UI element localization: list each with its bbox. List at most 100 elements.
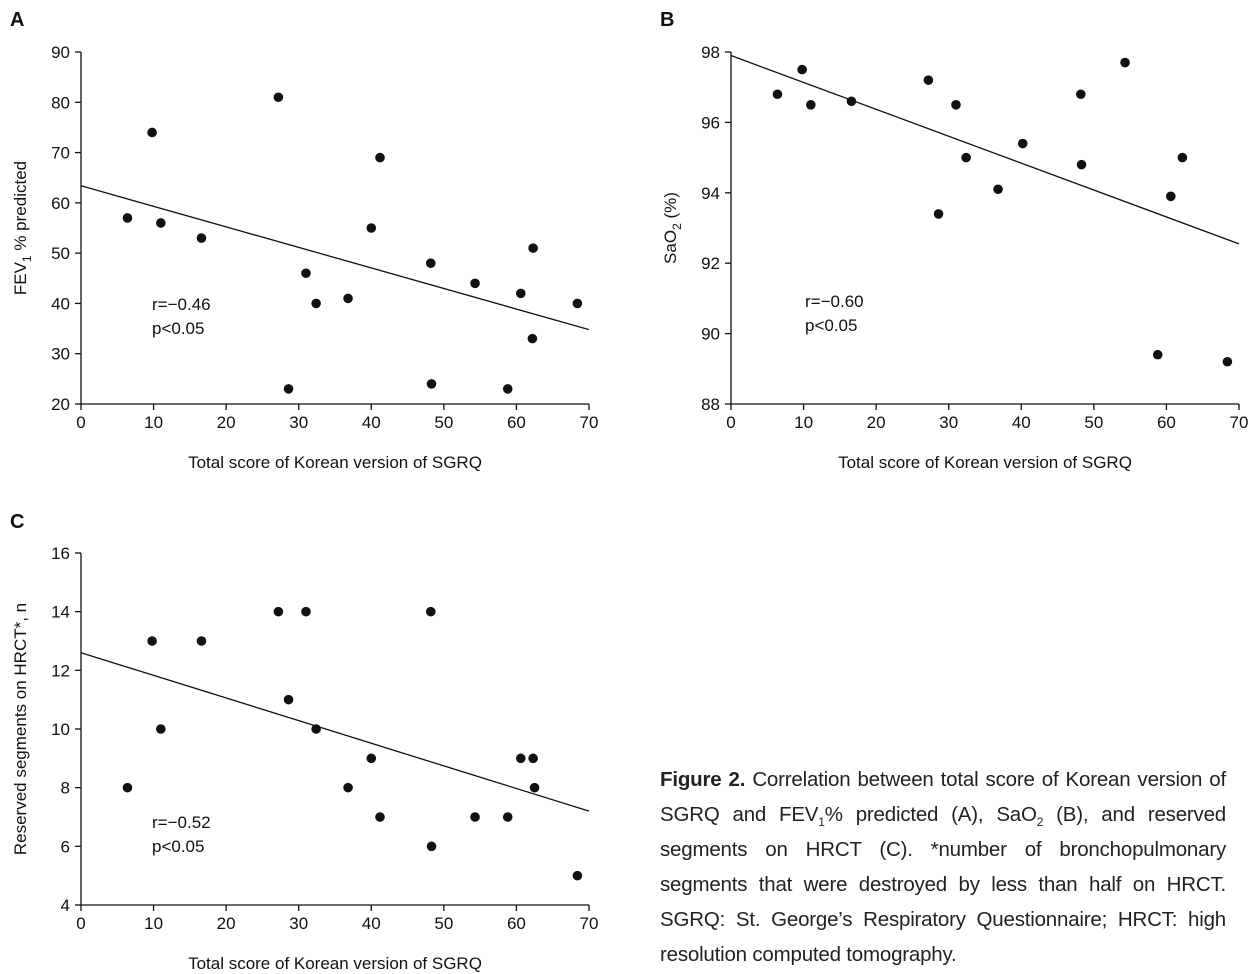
data-point <box>366 223 377 233</box>
y-axis-title-text: SaO <box>661 230 680 264</box>
y-tick-label: 10 <box>51 720 70 739</box>
data-point <box>283 384 294 394</box>
x-tick-label: 40 <box>362 413 381 432</box>
data-point <box>1165 191 1176 202</box>
data-point <box>156 724 166 734</box>
x-tick-label: 0 <box>76 914 85 933</box>
data-point <box>366 753 377 764</box>
y-tick-label: 88 <box>701 395 720 414</box>
x-tick-label: 60 <box>507 413 526 432</box>
data-point <box>515 753 526 764</box>
x-tick-label: 50 <box>434 914 453 933</box>
data-point <box>1222 356 1233 367</box>
x-tick-label: 60 <box>507 914 526 933</box>
data-point <box>528 753 538 764</box>
caption-subscript-2: 2 <box>1036 815 1044 830</box>
panel-letter: B <box>660 9 674 31</box>
data-point <box>572 870 583 881</box>
y-tick-label: 14 <box>51 603 70 622</box>
data-point <box>301 268 311 279</box>
data-point <box>923 75 934 85</box>
regression-line <box>80 652 590 812</box>
y-tick-label: 30 <box>51 345 70 364</box>
x-axis-title: Total score of Korean version of SGRQ <box>188 954 482 973</box>
correlation-r: r=−0.52 <box>152 813 211 832</box>
x-tick-label: 30 <box>289 914 308 933</box>
x-tick-label: 10 <box>144 413 163 432</box>
y-tick-label: 96 <box>701 113 720 132</box>
x-axis-title: Total score of Korean version of SGRQ <box>838 453 1132 472</box>
y-tick-label: 16 <box>51 544 70 563</box>
data-point <box>951 100 961 110</box>
y-tick-label: 94 <box>701 184 720 203</box>
y-tick-label: 60 <box>51 194 70 213</box>
y-tick-label: 50 <box>51 244 70 263</box>
regression-line <box>80 185 590 331</box>
data-point <box>311 298 321 309</box>
x-tick-label: 20 <box>217 413 236 432</box>
data-point <box>470 812 480 822</box>
data-point <box>196 636 207 646</box>
y-tick-label: 80 <box>51 93 70 112</box>
x-tick-label: 40 <box>362 914 381 933</box>
data-point <box>515 288 526 299</box>
correlation-p: p<0.05 <box>805 316 857 335</box>
x-tick-label: 40 <box>1012 413 1031 432</box>
data-point <box>470 278 480 289</box>
data-point <box>273 92 284 103</box>
data-point <box>122 213 133 223</box>
x-tick-label: 50 <box>1084 413 1103 432</box>
x-tick-label: 70 <box>580 914 599 933</box>
data-point <box>196 233 207 243</box>
figure-caption: Figure 2. Correlation between total scor… <box>660 762 1226 972</box>
data-point <box>301 606 311 617</box>
y-axis-title-text-post: % predicted <box>11 161 30 256</box>
data-point <box>1177 152 1188 163</box>
chart-panel-c: C 0 10 20 30 40 50 60 70 4 6 8 10 12 14 16 Total score o… <box>10 511 598 973</box>
x-tick-label: 20 <box>217 914 236 933</box>
caption-figure-label: Figure 2. <box>660 768 746 791</box>
data-point <box>147 127 157 138</box>
caption-text-2: % predicted (A), SaO <box>824 803 1037 826</box>
x-tick-label: 70 <box>1230 413 1249 432</box>
x-tick-label: 30 <box>289 413 308 432</box>
y-axis-title: SaO2 (%) <box>661 192 684 264</box>
data-point <box>529 782 540 793</box>
y-tick-label: 70 <box>51 144 70 163</box>
y-axis-title-subscript: 1 <box>20 255 34 262</box>
data-point <box>426 841 437 852</box>
x-tick-label: 60 <box>1157 413 1176 432</box>
panel-letter: C <box>10 511 24 533</box>
data-point <box>527 333 538 344</box>
data-point <box>797 64 807 75</box>
data-point <box>273 606 284 617</box>
y-tick-label: 6 <box>61 837 70 856</box>
y-tick-label: 8 <box>61 779 70 798</box>
data-point <box>502 384 513 394</box>
x-tick-label: 20 <box>867 413 886 432</box>
data-point <box>426 379 437 389</box>
data-point <box>343 782 353 793</box>
correlation-r: r=−0.60 <box>805 292 864 311</box>
data-point <box>993 184 1003 195</box>
correlation-p: p<0.05 <box>152 319 204 338</box>
data-point <box>933 209 944 219</box>
data-point <box>846 96 857 107</box>
data-point <box>425 606 436 617</box>
x-tick-label: 70 <box>580 413 599 432</box>
y-tick-label: 40 <box>51 294 70 313</box>
y-tick-label: 12 <box>51 661 70 680</box>
data-point <box>502 812 513 822</box>
y-tick-label: 90 <box>701 325 720 344</box>
data-point <box>283 694 294 705</box>
data-point <box>375 812 385 822</box>
x-tick-label: 0 <box>726 413 735 432</box>
x-tick-label: 10 <box>794 413 813 432</box>
y-axis-title: FEV1 % predicted <box>11 161 34 295</box>
y-tick-label: 4 <box>61 896 70 915</box>
data-point <box>528 243 538 253</box>
caption-subscript-1: 1 <box>818 815 825 830</box>
y-axis-title-text: FEV <box>11 261 30 295</box>
data-point <box>1152 349 1163 360</box>
correlation-r: r=−0.46 <box>152 295 211 314</box>
